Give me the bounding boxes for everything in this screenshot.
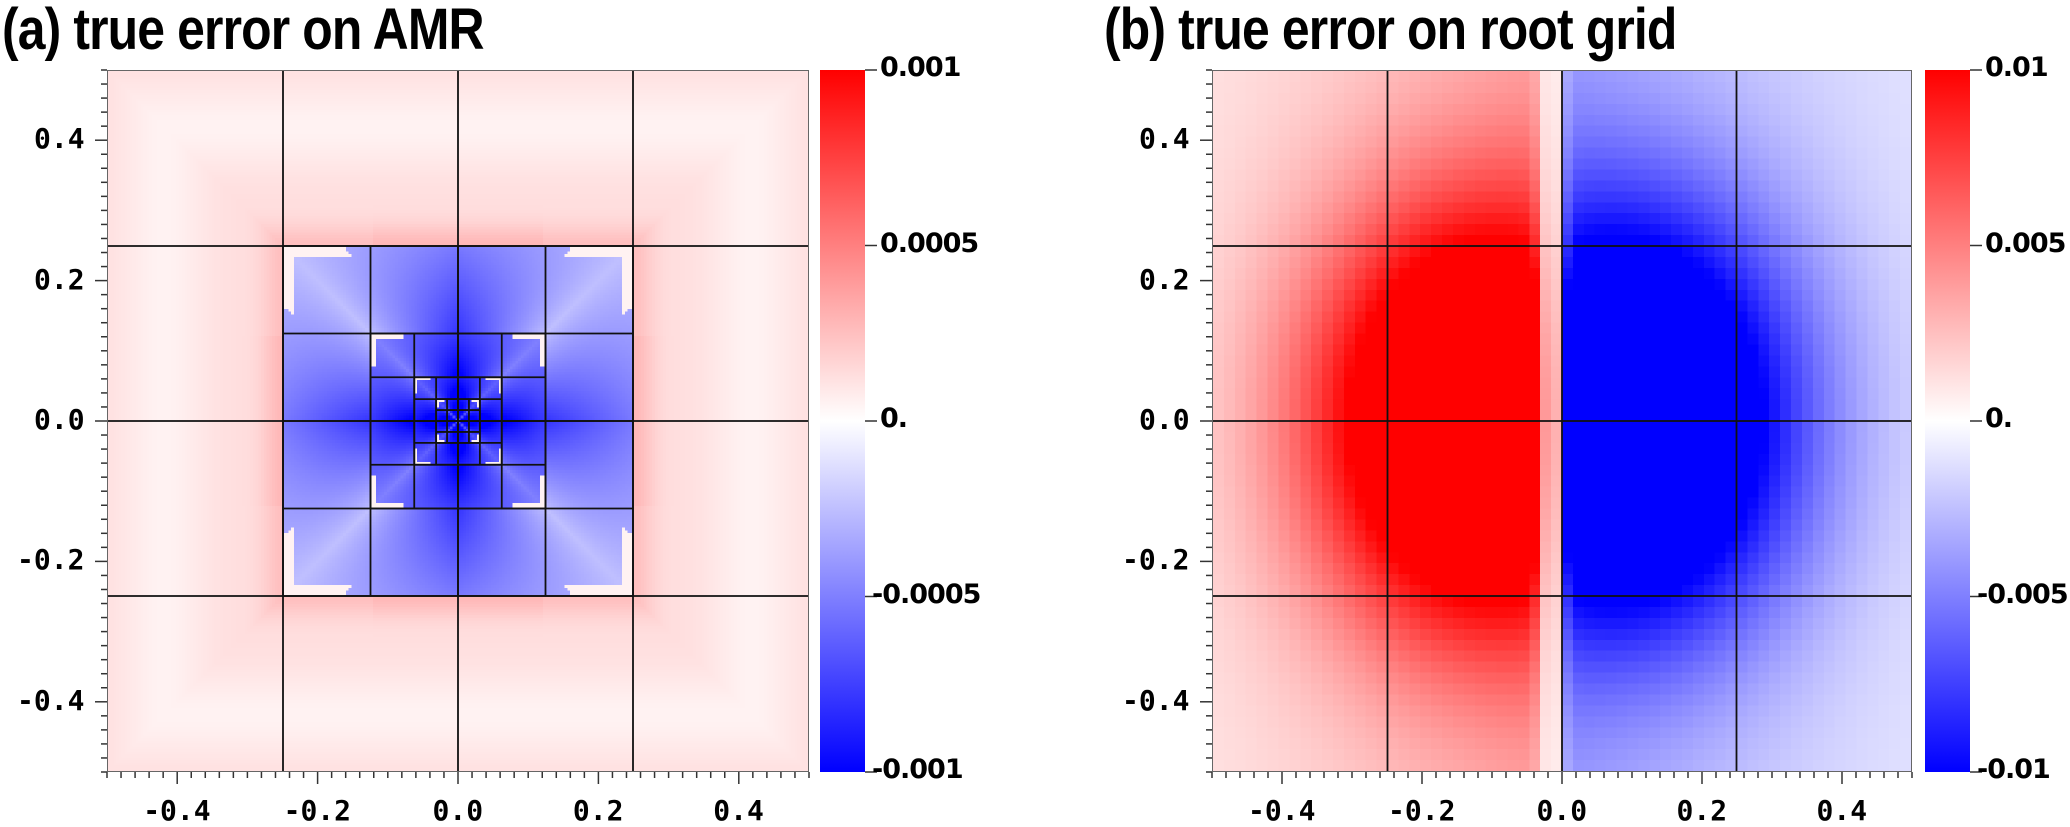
- panel-a-x-tick-label: 0.4: [713, 794, 764, 827]
- panel-b-colorbar-tick-label: -0.01: [1977, 754, 2051, 785]
- panel-a-amr-grid: [108, 71, 808, 771]
- panel-b-y-tick-label: 0.2: [1139, 262, 1190, 296]
- panel-a-x-tick-label: -0.4: [143, 794, 211, 827]
- panel-b-y-tick-label: 0.4: [1139, 122, 1190, 156]
- panel-a-y-tick-label: 0.0: [34, 403, 85, 436]
- panel-b-x-tick-label: 0.4: [1816, 794, 1868, 827]
- panel-a-x-tick-label: 0.0: [432, 794, 484, 827]
- panel-a-colorbar-tick-label: 0.0005: [880, 227, 979, 259]
- panel-b-title: (b) true error on root grid: [1104, 0, 1677, 62]
- panel-a-title: (a) true error on AMR: [2, 0, 485, 62]
- panel-a-colorbar: [820, 70, 865, 772]
- panel-a-colorbar-tick-label: -0.001: [872, 754, 964, 785]
- panel-a-heatmap: [107, 70, 809, 772]
- panel-a-colorbar-tick-label: -0.0005: [872, 578, 981, 610]
- panel-a-y-tick-label: 0.2: [34, 262, 85, 296]
- panel-b-x-tick-label: -0.4: [1248, 794, 1316, 827]
- panel-b-x-tick-label: -0.2: [1388, 794, 1456, 827]
- panel-b-x-tick-label: 0.0: [1536, 794, 1588, 827]
- panel-b-y-tick-label: -0.4: [1122, 683, 1190, 717]
- panel-a-y-tick-label: -0.4: [17, 683, 85, 717]
- panel-b-x-tick-label: 0.2: [1676, 794, 1728, 827]
- panel-b-root-grid: [1213, 71, 1911, 771]
- panel-b-colorbar-tick-label: 0.005: [1985, 227, 2066, 259]
- panel-a-y-tick-label: -0.2: [17, 543, 85, 577]
- panel-a-colorbar-tick-label: 0.001: [880, 52, 961, 83]
- panel-b-colorbar: [1925, 70, 1970, 772]
- panel-b-heatmap: [1212, 70, 1912, 772]
- panel-a-colorbar-tick-label: 0.: [880, 403, 908, 434]
- panel-b-colorbar-tick-label: -0.005: [1977, 578, 2069, 610]
- panel-b-colorbar-tick-label: 0.01: [1985, 52, 2049, 83]
- panel-a-x-tick-label: -0.2: [283, 794, 352, 827]
- panel-a-y-tick-label: 0.4: [34, 122, 85, 156]
- panel-b-colorbar-tick-label: 0.: [1985, 403, 2013, 434]
- panel-a-x-tick-label: 0.2: [572, 794, 624, 827]
- panel-b-y-tick-label: 0.0: [1139, 403, 1190, 436]
- panel-b-y-tick-label: -0.2: [1122, 543, 1190, 577]
